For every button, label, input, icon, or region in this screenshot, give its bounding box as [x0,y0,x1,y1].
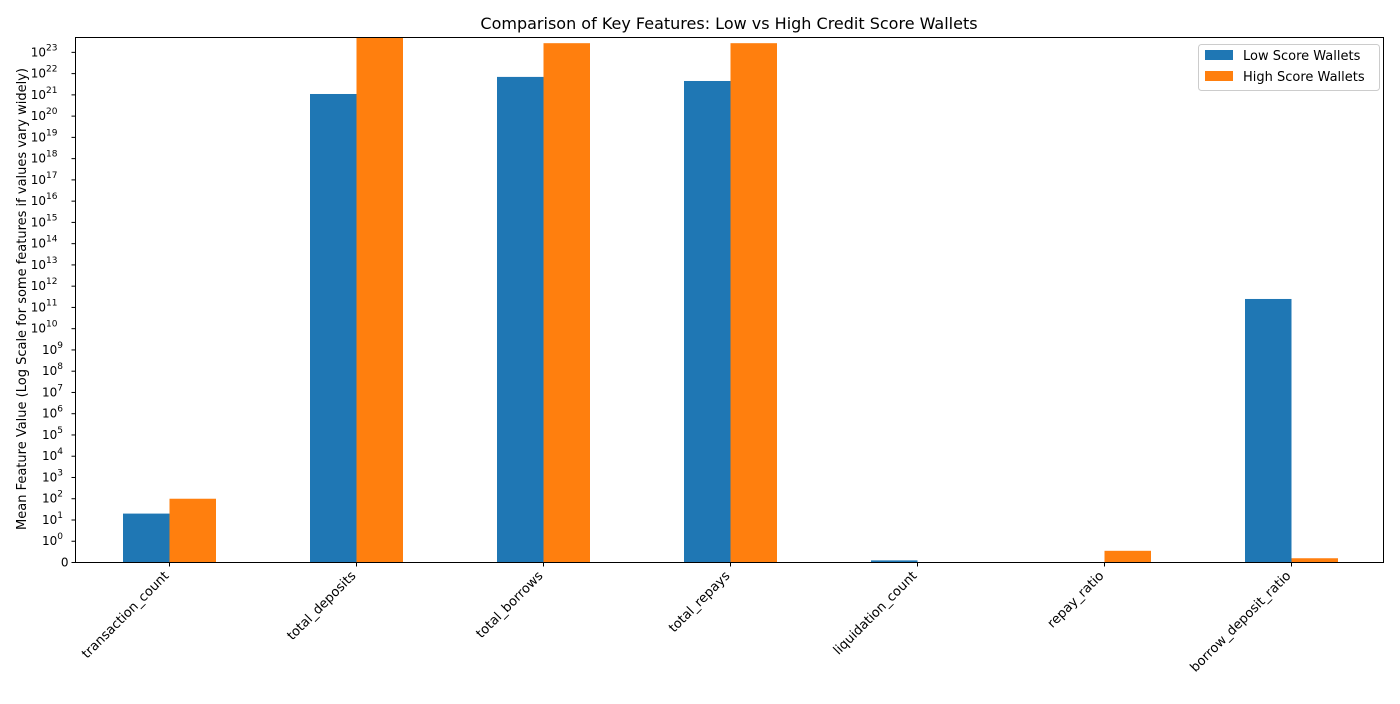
y-tick-label: 1013 [31,256,58,272]
x-tick-label: total_repays [666,569,733,636]
legend-label-low: Low Score Wallets [1243,49,1361,64]
y-tick-label: 104 [42,447,63,463]
y-tick-label: 1020 [31,107,58,123]
bar-low-borrow_deposit_ratio [1245,298,1292,563]
y-tick-label: 1010 [31,320,58,336]
y-tick-label: 1022 [31,65,58,81]
bar-high-total_borrows [543,43,590,563]
y-tick-label: 1011 [31,298,58,314]
bar-high-repay_ratio [1104,550,1151,563]
x-tick-label: total_deposits [284,569,359,644]
chart-title: Comparison of Key Features: Low vs High … [480,14,977,33]
y-tick-label: 1023 [31,43,58,59]
y-tick-label: 100 [42,532,63,548]
y-tick-label: 101 [42,511,63,527]
y-tick-label: 0 [61,556,69,570]
y-tick-label: 107 [42,383,63,399]
bar-low-total_repays [684,80,731,563]
y-tick-label: 106 [42,405,63,421]
x-tick-label: transaction_count [79,569,172,662]
y-tick-label: 1019 [31,128,58,144]
x-tick-label: repay_ratio [1045,569,1108,632]
y-tick-label: 109 [42,341,63,357]
x-tick-label: borrow_deposit_ratio [1188,569,1295,676]
legend-swatch-low [1205,50,1233,60]
y-tick-label: 108 [42,362,63,378]
y-tick-label: 1014 [31,235,58,251]
legend-label-high: High Score Wallets [1243,70,1365,85]
bar-high-borrow_deposit_ratio [1291,558,1338,563]
x-tick-label: liquidation_count [831,569,921,659]
y-tick-label: 1018 [31,150,58,166]
y-tick-label: 1016 [31,192,58,208]
y-axis-ticks: 0 100 101 102 103 104 105 106 107 108 109 1010 1011 1… [31,43,76,570]
legend-swatch-high [1205,71,1233,81]
bar-low-liquidation_count [871,560,918,563]
bars-group [123,37,1338,563]
legend: Low Score Wallets High Score Wallets [1198,44,1380,91]
y-axis-label: Mean Feature Value (Log Scale for some f… [15,68,30,530]
bar-low-total_deposits [310,93,357,563]
bar-high-total_deposits [356,37,403,563]
bar-high-transaction_count [169,498,216,563]
x-tick-label: total_borrows [474,569,547,642]
bar-high-total_repays [730,43,777,563]
legend-box [1198,44,1380,91]
y-tick-label: 102 [42,490,63,506]
y-tick-label: 1012 [31,277,58,293]
plot-frame [75,37,1384,563]
x-axis-ticks: transaction_count total_deposits total_bor… [79,562,1295,676]
y-tick-label: 1017 [31,171,58,187]
y-tick-label: 1021 [31,86,58,102]
bar-low-total_borrows [497,76,544,563]
y-tick-label: 103 [42,468,63,484]
bar-low-transaction_count [123,513,170,563]
y-tick-label: 105 [42,426,63,442]
y-tick-label: 1015 [31,213,58,229]
